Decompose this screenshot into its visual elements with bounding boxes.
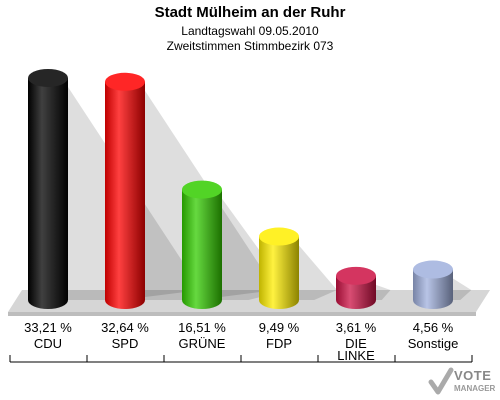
bar-top [182,180,222,199]
bar-die-linke [336,275,376,309]
bar-top [259,227,299,246]
logo-text-vote: VOTE [454,368,492,383]
category-label: CDU [34,336,62,351]
value-label: 32,64 % [101,320,149,335]
value-label: 3,61 % [336,320,377,335]
floor-edge [8,312,476,316]
bar-top [105,72,145,91]
checkmark-icon [428,367,454,395]
bars [28,68,453,309]
bar-shadow [453,278,472,300]
vote-manager-logo: VOTE MANAGER [428,366,500,400]
category-axis [9,355,473,363]
bar-spd [105,81,145,309]
bar-sonstige [413,269,453,309]
bar-cdu [28,77,68,309]
bar-top [413,260,453,279]
bar-fdp [259,236,299,309]
category-label: DIE [345,336,367,351]
bar-top [336,266,376,285]
value-labels: 33,21 % 32,64 % 16,51 % 9,49 % 3,61 % 4,56 % [24,320,454,335]
category-label: SPD [112,336,139,351]
chart-subtitle-election: Landtagswahl 09.05.2010 [181,24,319,38]
value-label: 4,56 % [413,320,454,335]
bar-top [28,68,68,87]
category-label: FDP [266,336,292,351]
chart-subtitle-district: Zweitstimmen Stimmbezirk 073 [166,39,334,53]
category-label: GRÜNE [179,336,226,351]
category-label: LINKE [337,348,375,363]
logo-text-manager: MANAGER [454,384,496,393]
value-label: 16,51 % [178,320,226,335]
bar-shadow [299,245,338,300]
category-label: Sonstige [408,336,459,351]
value-label: 33,21 % [24,320,72,335]
bar-grüne [182,189,222,309]
chart-title: Stadt Mülheim an der Ruhr [154,4,346,21]
value-label: 9,49 % [259,320,300,335]
bar-shadow [376,284,391,300]
